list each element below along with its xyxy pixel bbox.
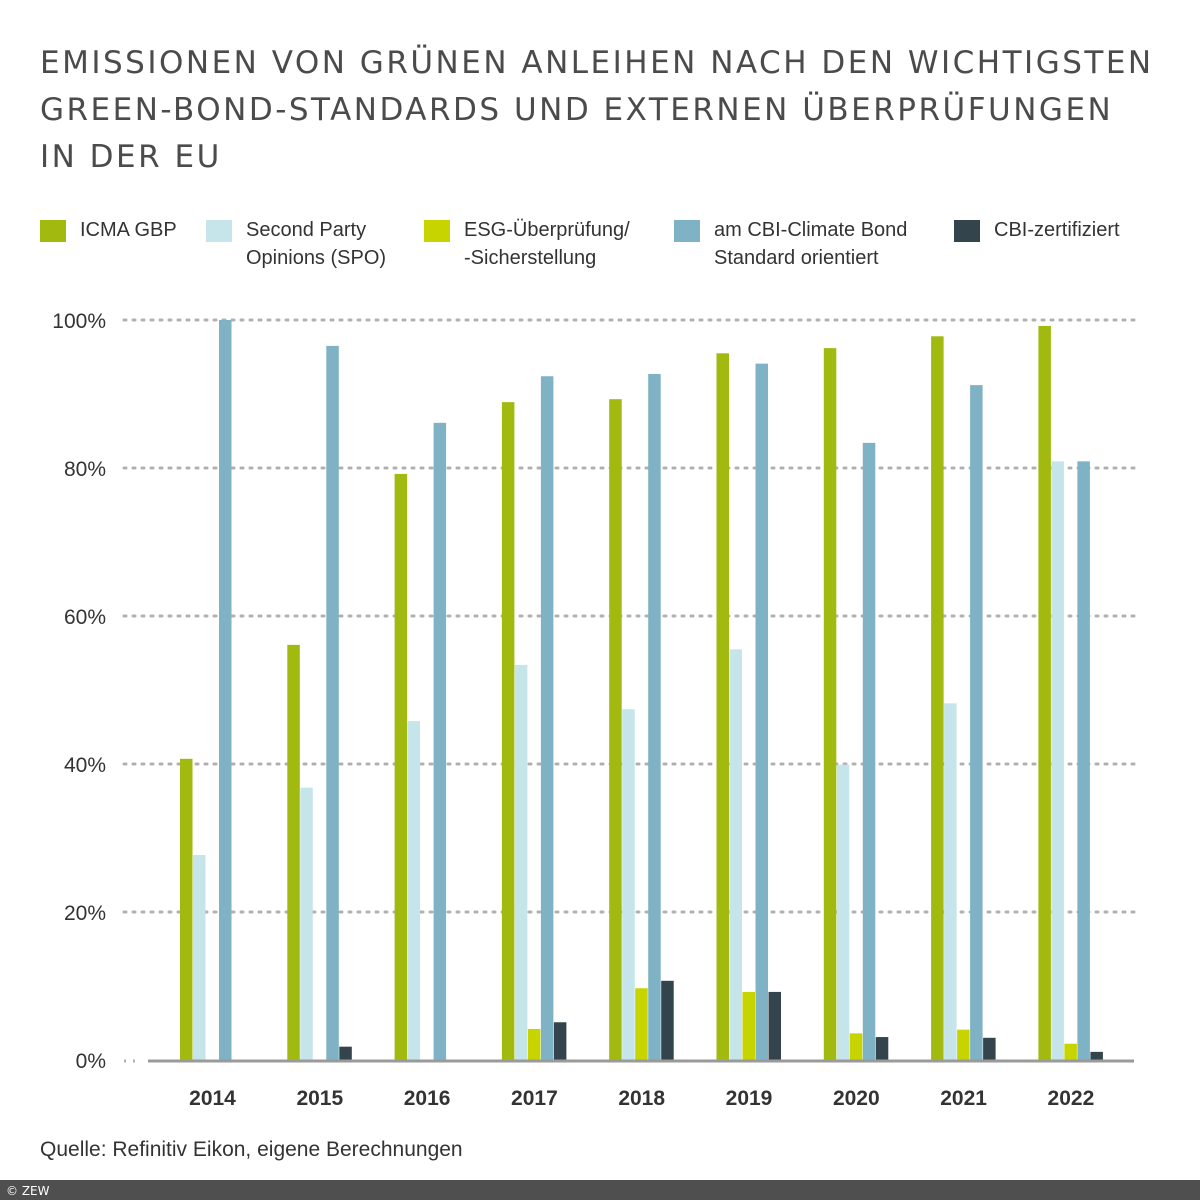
bar [339, 1046, 352, 1060]
bar [287, 644, 300, 1060]
bar [1077, 461, 1090, 1061]
bar [716, 353, 729, 1060]
legend-swatch [206, 220, 232, 242]
bar [729, 649, 742, 1060]
legend-swatch [40, 220, 66, 242]
x-tick-label: 2019 [726, 1087, 773, 1110]
legend-item: CBI-zertifiziert [954, 219, 1120, 244]
bar [1038, 325, 1051, 1060]
bar [862, 442, 876, 1061]
bar [823, 348, 837, 1060]
bar [1051, 461, 1064, 1061]
bar [635, 988, 648, 1060]
bar [394, 473, 408, 1060]
bar [622, 709, 635, 1060]
bar [849, 1033, 863, 1060]
y-tick-label: 60% [64, 606, 106, 629]
legend-label: ESG-Überprüfung/-Sicherstellung [464, 219, 630, 269]
title-line-1: EMISSIONEN VON GRÜNEN ANLEIHEN NACH DEN … [40, 45, 1154, 81]
bar [983, 1037, 996, 1060]
bar [661, 980, 674, 1060]
bar [527, 1028, 541, 1060]
bar [553, 1022, 567, 1060]
x-tick-label: 2015 [296, 1087, 343, 1110]
bar [326, 345, 339, 1060]
bar [407, 721, 421, 1060]
legend-label: Second Party Opinions (SPO) [246, 219, 387, 269]
title-line-2: GREEN-BOND-STANDARDS UND EXTERNEN ÜBERPR… [40, 92, 1114, 128]
y-tick-label: 0% [76, 1050, 106, 1073]
legend-swatch [674, 220, 700, 242]
bar [931, 336, 944, 1060]
title-line-3: IN DER EU [40, 139, 222, 175]
bar [648, 374, 661, 1060]
copyright: © ZEW [6, 1184, 50, 1198]
legend-label: am CBI-Climate Bond Standard orientiert [714, 219, 908, 269]
x-tick-label: 2017 [511, 1087, 558, 1110]
bar [836, 764, 850, 1060]
source-note: Quelle: Refinitiv Eikon, eigene Berechnu… [40, 1138, 463, 1161]
bar [1064, 1043, 1077, 1060]
bar [944, 703, 957, 1060]
y-tick-label: 80% [64, 458, 106, 481]
bar [1090, 1051, 1103, 1060]
bar [180, 758, 193, 1060]
x-tick-label: 2021 [940, 1087, 987, 1110]
legend-swatch [424, 220, 450, 242]
legend-item: am CBI-Climate Bond Standard orientiert [674, 219, 907, 272]
chart-title: EMISSIONEN VON GRÜNEN ANLEIHEN NACH DEN … [40, 40, 1160, 181]
bar [193, 855, 206, 1060]
bar [755, 363, 768, 1060]
bar [609, 399, 622, 1060]
bar [540, 376, 554, 1060]
x-tick-label: 2018 [618, 1087, 665, 1110]
bar [957, 1029, 970, 1060]
bar [970, 385, 983, 1060]
x-tick-label: 2014 [189, 1087, 236, 1110]
y-tick-label: 20% [64, 902, 106, 925]
legend-item: ESG-Überprüfung/-Sicherstellung [424, 219, 630, 272]
y-tick-label: 100% [52, 310, 106, 333]
legend-item: Second Party Opinions (SPO) [206, 219, 386, 272]
bar [768, 991, 781, 1060]
bar [742, 991, 755, 1060]
bar [300, 787, 313, 1060]
legend-item: ICMA GBP [40, 219, 177, 244]
bar [514, 664, 528, 1060]
bar [433, 422, 447, 1060]
bar [219, 320, 232, 1060]
x-tick-label: 2022 [1048, 1087, 1095, 1110]
x-tick-label: 2020 [833, 1087, 880, 1110]
legend-label: ICMA GBP [80, 219, 177, 241]
x-tick-label: 2016 [404, 1087, 451, 1110]
footer-bar: © ZEW [0, 1180, 1200, 1200]
y-tick-label: 40% [64, 754, 106, 777]
legend: ICMA GBP Second Party Opinions (SPO) ESG-Üb… [40, 219, 1180, 280]
legend-swatch [954, 220, 980, 242]
bar [501, 402, 515, 1060]
bar [875, 1037, 889, 1060]
legend-label: CBI-zertifiziert [994, 219, 1120, 241]
